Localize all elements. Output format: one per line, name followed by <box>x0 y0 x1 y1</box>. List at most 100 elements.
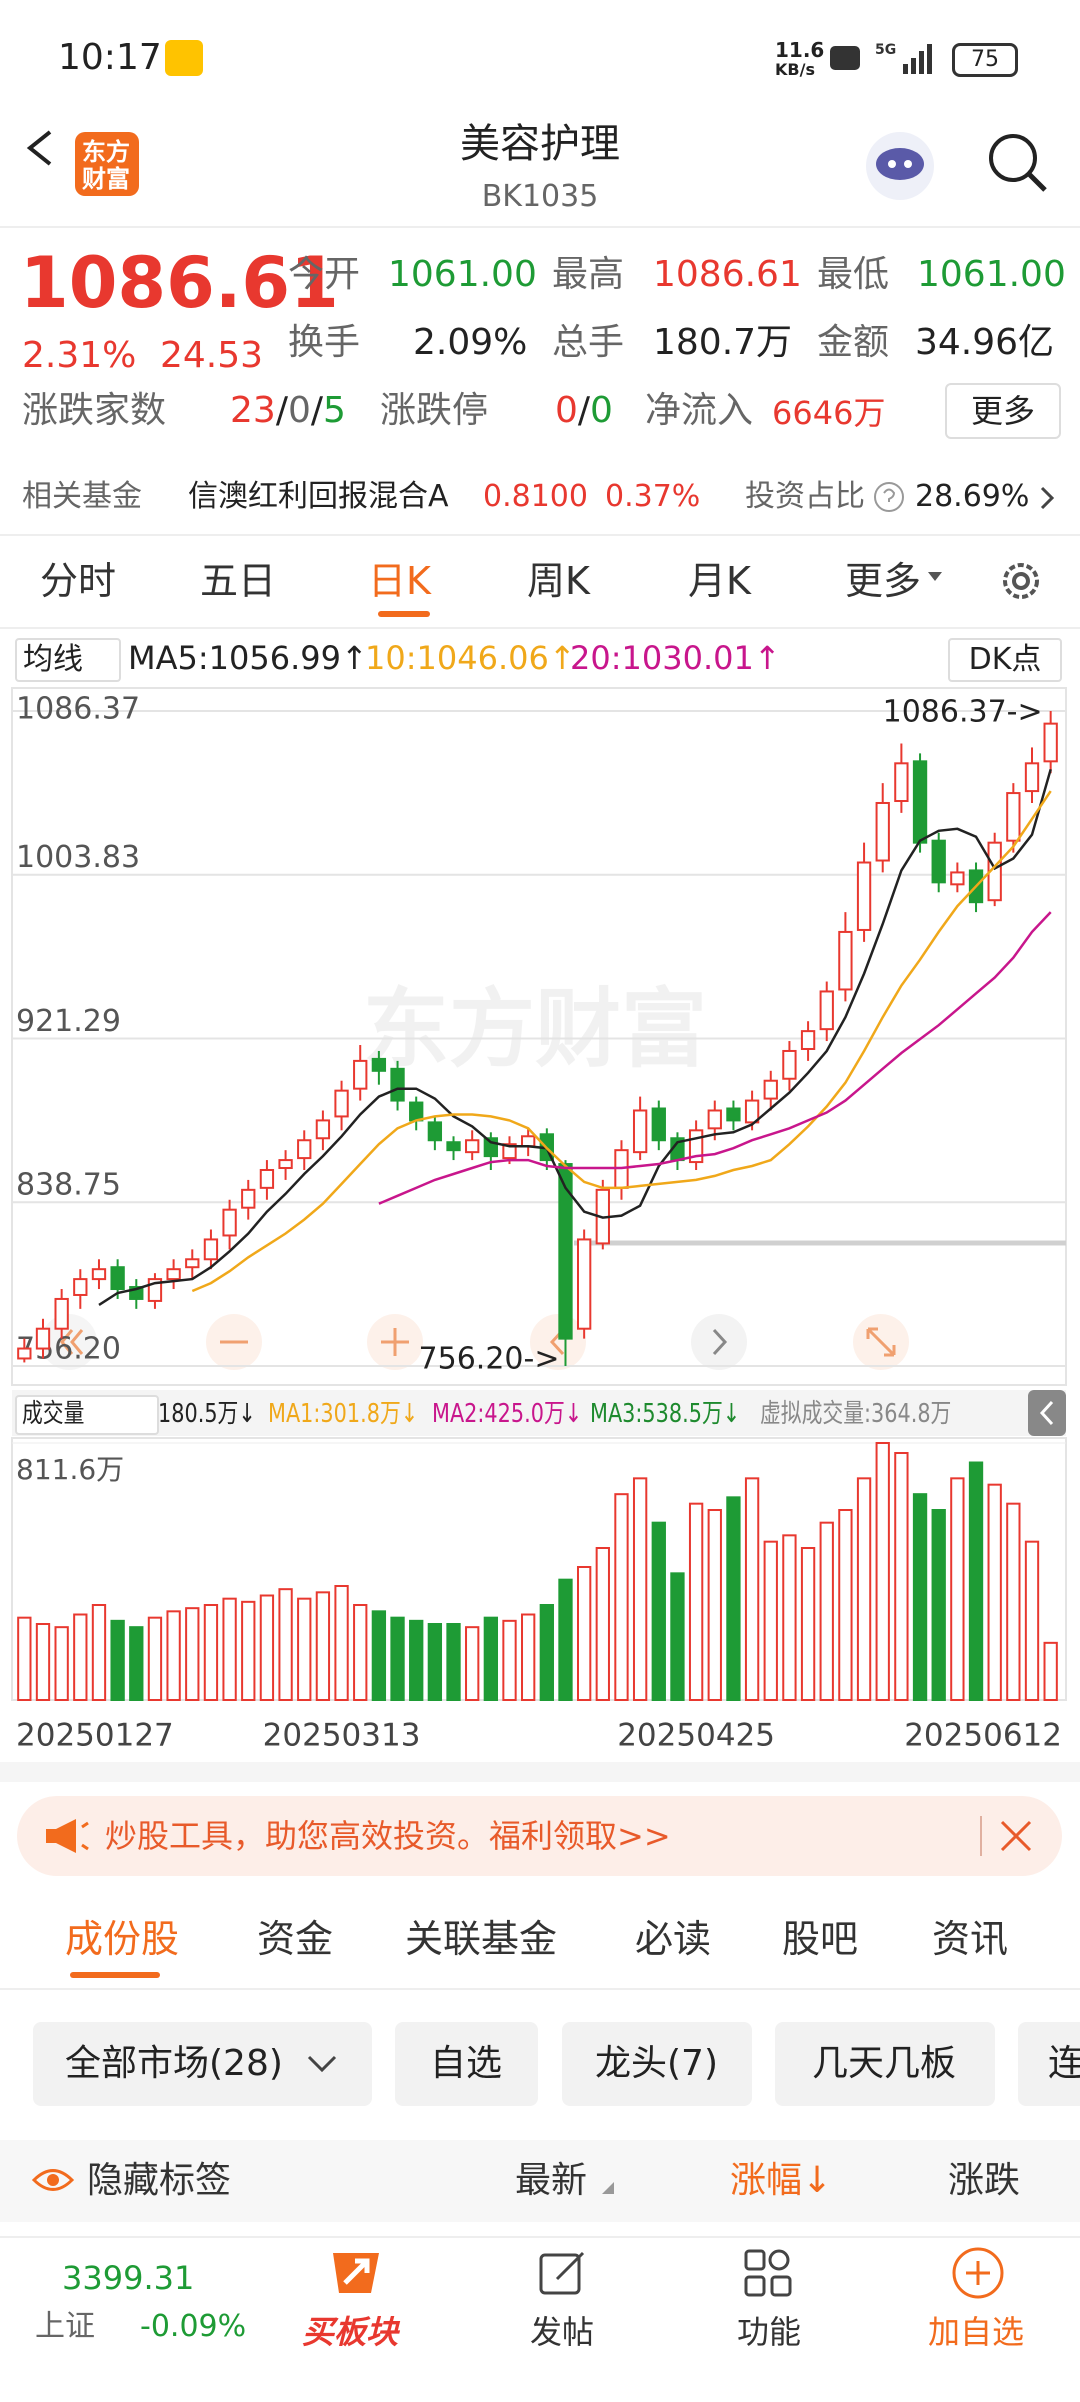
candle-body <box>91 1268 107 1281</box>
breadth-label: 涨跌家数 <box>22 390 167 431</box>
ma-legend: 20:1030.01↑ <box>570 639 781 677</box>
y-tick-label: 1086.37 <box>16 692 140 727</box>
volume-selector[interactable] <box>15 1395 159 1435</box>
search-button[interactable] <box>985 130 1049 194</box>
change-pct: 2.31% <box>22 335 137 376</box>
back-button[interactable] <box>20 128 60 168</box>
filter-label[interactable]: 自选 <box>430 2043 503 2084</box>
settings-button[interactable] <box>995 555 1047 607</box>
volume-bar <box>129 1626 144 1702</box>
banner-sep <box>980 1816 982 1856</box>
sort-latest[interactable]: 最新 <box>515 2160 588 2201</box>
candle-body <box>446 1141 461 1152</box>
candle-body <box>558 1163 573 1340</box>
chevron[interactable] <box>1038 484 1058 512</box>
index-name[interactable]: 上证 <box>35 2309 95 2344</box>
hide-tags[interactable]: 隐藏标签 <box>87 2160 232 2201</box>
help-icon[interactable] <box>872 480 906 514</box>
volume-bar <box>17 1616 32 1702</box>
volume-bar <box>894 1452 909 1701</box>
assistant-avatar[interactable] <box>862 128 938 204</box>
field-value: 180.7万 <box>653 322 793 363</box>
section-tab[interactable]: 股吧 <box>782 1917 859 1961</box>
zoom-out[interactable] <box>206 1314 262 1370</box>
index-change[interactable]: -0.09% <box>140 2309 247 2344</box>
candle-body <box>763 1079 778 1100</box>
candle-body <box>315 1119 331 1140</box>
section-tab[interactable]: 资金 <box>257 1917 334 1961</box>
field-label: 换手 <box>288 322 361 363</box>
divider <box>0 226 1080 228</box>
page-title: 美容护理 <box>460 121 620 167</box>
candle-body <box>744 1099 760 1124</box>
volume-bar <box>502 1619 517 1701</box>
period-tab[interactable]: 周K <box>527 559 590 603</box>
dk-button[interactable]: DK点 <box>948 638 1062 682</box>
max-annotation: 1086.37-> <box>883 695 1043 730</box>
buy-board-icon[interactable] <box>325 2245 387 2301</box>
logo-text: 东方 <box>82 138 130 166</box>
filter-chip[interactable] <box>562 2022 752 2106</box>
section-tab[interactable]: 资讯 <box>932 1917 1009 1961</box>
volume-bar <box>576 1566 592 1701</box>
volume-bar <box>558 1578 573 1702</box>
eye-icon[interactable] <box>32 2165 74 2195</box>
sort-change[interactable]: 涨跌 <box>948 2160 1021 2201</box>
sort-change-pct[interactable]: 涨幅↓ <box>730 2160 833 2201</box>
filter-label[interactable]: 全部市场(28) <box>65 2043 283 2084</box>
candle-body <box>632 1109 648 1154</box>
volume-bar <box>539 1604 554 1701</box>
filter-label[interactable]: 龙头(7) <box>595 2043 718 2084</box>
filter-label[interactable]: 连 <box>1048 2043 1080 2084</box>
volume-legend-item[interactable]: 成交量 <box>22 1399 85 1429</box>
banner-text[interactable]: 炒股工具，助您高效投资。福利领取>> <box>105 1817 671 1855</box>
app-logo <box>75 132 139 196</box>
fund-name[interactable]: 信澳红利回报混合A <box>188 479 449 514</box>
volume-bar <box>297 1597 312 1702</box>
filter-chip[interactable] <box>775 2022 995 2106</box>
next[interactable] <box>691 1314 747 1370</box>
zoom-in[interactable] <box>367 1314 423 1370</box>
post-icon[interactable] <box>537 2247 589 2299</box>
period-tab[interactable]: 更多 <box>845 559 922 603</box>
field-value: 2.09% <box>413 322 528 363</box>
volume-bar <box>968 1461 984 1701</box>
volume-bar <box>931 1509 946 1701</box>
nav-label[interactable]: 买板块 <box>302 2313 399 2351</box>
volume-legend-item: MA3:538.5万↓ <box>590 1399 741 1429</box>
collapse-tab[interactable] <box>1028 1390 1066 1436</box>
candle-body <box>912 760 928 844</box>
promo-banner[interactable] <box>17 1796 1062 1876</box>
volume-bar <box>1006 1502 1021 1701</box>
period-tab[interactable]: 日K <box>368 559 431 603</box>
section-tab[interactable]: 关联基金 <box>405 1917 558 1961</box>
filter-label[interactable]: 几天几板 <box>812 2043 957 2084</box>
limit-up: 0 <box>555 390 578 431</box>
banner-close[interactable] <box>998 1818 1034 1854</box>
fullscreen[interactable] <box>853 1314 909 1370</box>
section-tab[interactable]: 必读 <box>635 1917 712 1961</box>
nav-label[interactable]: 发帖 <box>530 2313 595 2351</box>
add-watch-icon[interactable] <box>950 2245 1006 2301</box>
period-tab[interactable]: 月K <box>688 559 751 603</box>
candle-body <box>110 1266 125 1291</box>
section-tab[interactable]: 成份股 <box>65 1917 180 1961</box>
nav-label[interactable]: 加自选 <box>928 2313 1025 2351</box>
filter-chip[interactable] <box>395 2022 538 2106</box>
volume-bar <box>800 1547 816 1701</box>
period-tab[interactable]: 分时 <box>40 559 117 603</box>
volume-bar <box>651 1521 666 1701</box>
ma-selector[interactable]: 均线 <box>15 638 121 682</box>
index-value[interactable]: 3399.31 <box>62 2259 195 2297</box>
nav-label[interactable]: 功能 <box>737 2313 802 2351</box>
tools-icon[interactable] <box>742 2247 794 2299</box>
filter-chip[interactable] <box>1018 2022 1080 2106</box>
period-tab[interactable]: 五日 <box>200 559 277 603</box>
ma-legend: 10:1046.06↑ <box>365 639 576 677</box>
candle-body <box>409 1101 424 1122</box>
more-button[interactable]: 更多 <box>945 383 1061 439</box>
signal-icon: 5G <box>875 42 932 74</box>
candle-body <box>1006 792 1021 842</box>
volume-header <box>12 1390 1066 1436</box>
